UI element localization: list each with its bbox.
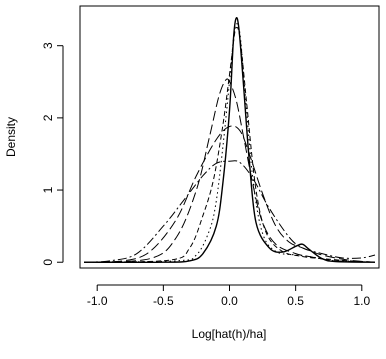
x-tick-label: 1.0 [353, 294, 370, 308]
density-curve-1-solid [83, 16, 376, 264]
series-layer [83, 16, 376, 264]
y-axis-title: Density [4, 117, 18, 157]
y-tick-label: 3 [41, 42, 55, 49]
density-curve-6-dash-dot [83, 160, 376, 263]
x-tick-label: -1.0 [87, 294, 108, 308]
y-tick-label: 2 [41, 114, 55, 121]
y-tick-label: 0 [41, 259, 55, 266]
x-tick-label: 0.5 [287, 294, 304, 308]
density-curve-2-dotted [83, 23, 376, 263]
x-tick-label: 0.0 [221, 294, 238, 308]
x-axis-title: Log[hat(h)/ha] [192, 327, 267, 341]
plot-frame [79, 5, 380, 269]
x-tick-label: -0.5 [153, 294, 174, 308]
y-axis: 0 1 2 3 [41, 42, 64, 266]
density-curve-3-short-dash [83, 26, 376, 263]
density-curve-5-long-dash [83, 125, 376, 263]
density-curve-4-long-dash [83, 78, 376, 263]
x-axis: -1.0 -0.5 0.0 0.5 1.0 [87, 284, 370, 308]
y-tick-label: 1 [41, 186, 55, 193]
